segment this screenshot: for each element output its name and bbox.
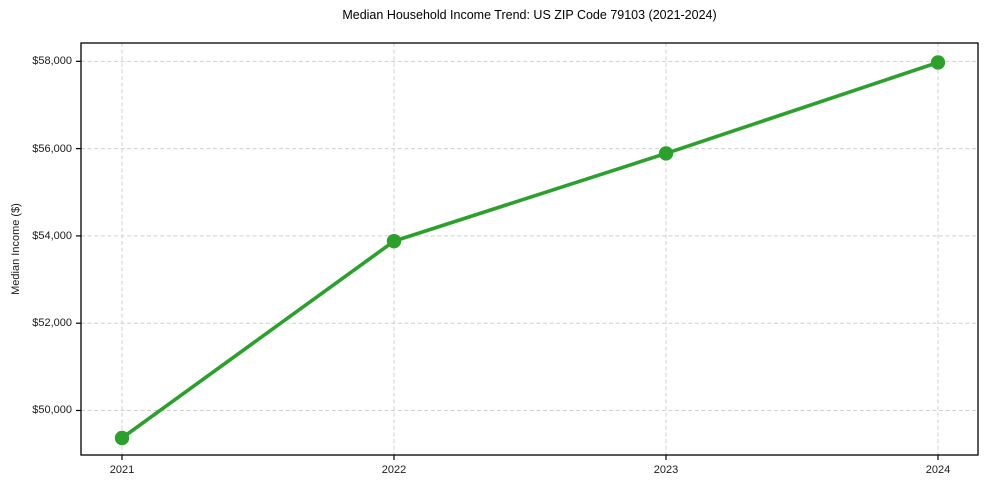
y-tick-label: $54,000 (32, 229, 72, 242)
y-tick-label: $58,000 (32, 55, 72, 68)
x-tick-label: 2022 (381, 464, 407, 476)
data-point-2024 (930, 55, 946, 70)
gridlines (81, 43, 978, 455)
x-tick-label: 2023 (653, 464, 679, 476)
x-tick-label: 2024 (925, 464, 951, 476)
y-tick-label: $50,000 (32, 404, 72, 417)
y-axis-label: Median Income ($) (10, 203, 22, 295)
plot-border (80, 42, 979, 456)
axis-ticks (76, 60, 939, 460)
x-tick-label: 2021 (109, 464, 135, 476)
income-trend-line (120, 60, 940, 440)
y-tick-label: $56,000 (32, 142, 72, 155)
chart-title: Median Household Income Trend: US ZIP Co… (342, 8, 717, 22)
data-point-2023 (658, 146, 674, 161)
data-point-2022 (386, 233, 402, 249)
data-point-2021 (114, 430, 130, 446)
y-tick-label: $52,000 (32, 317, 72, 330)
